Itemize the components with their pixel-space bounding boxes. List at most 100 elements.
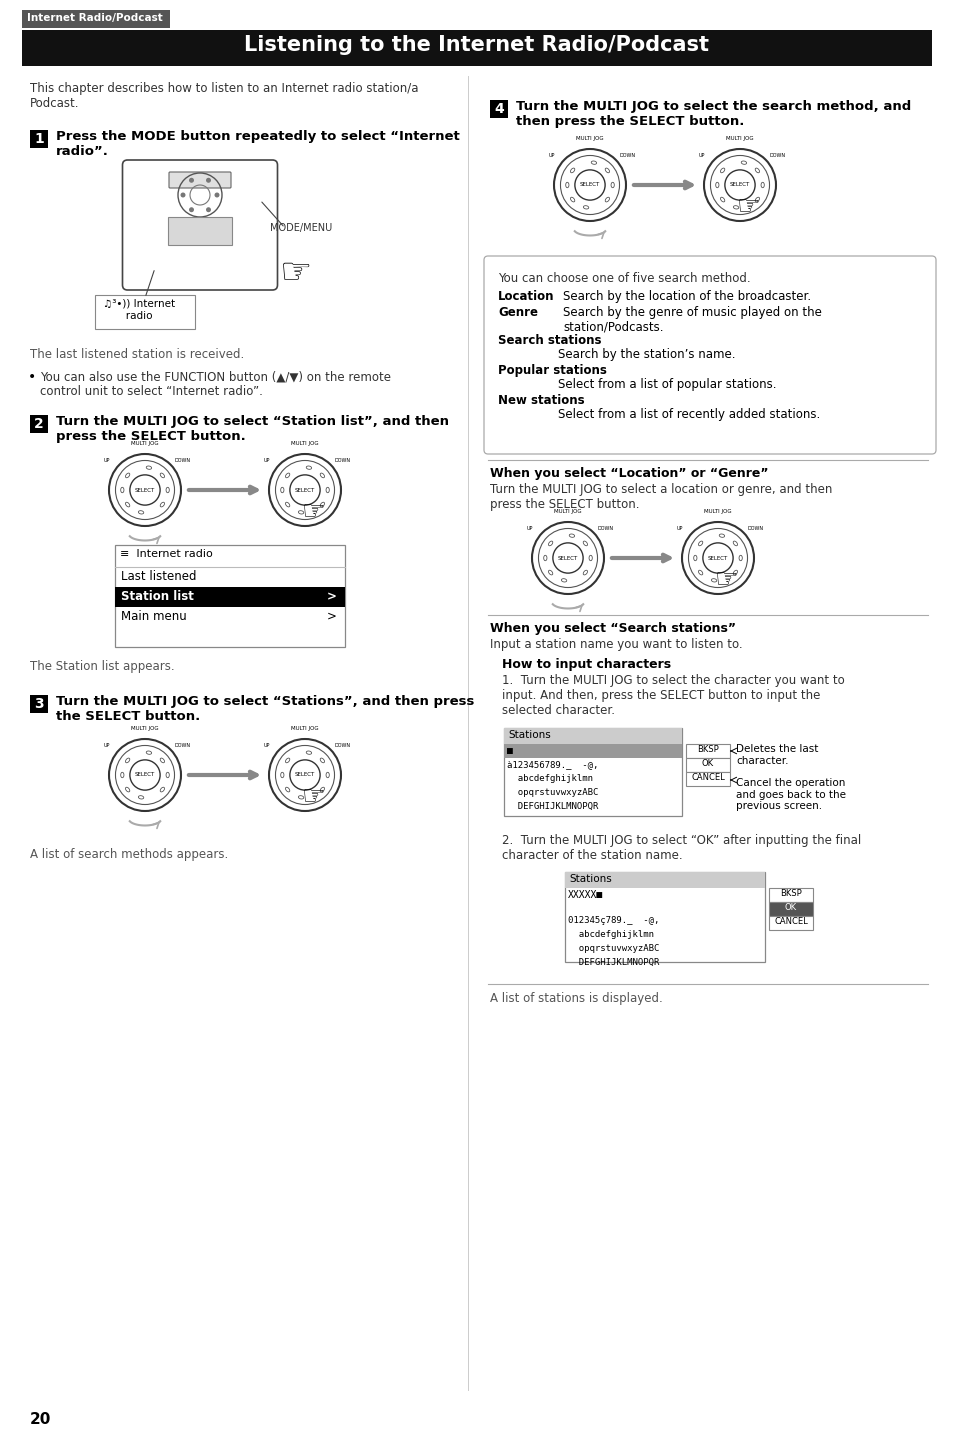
Bar — [685, 771, 729, 786]
Circle shape — [206, 177, 211, 183]
Text: opqrstuvwxyzABC: opqrstuvwxyzABC — [567, 944, 659, 953]
Text: 1.  Turn the MULTI JOG to select the character you want to
input. And then, pres: 1. Turn the MULTI JOG to select the char… — [501, 674, 843, 717]
Ellipse shape — [160, 758, 164, 763]
Text: XXXXX■: XXXXX■ — [567, 890, 602, 900]
Text: When you select “Location” or “Genre”: When you select “Location” or “Genre” — [490, 467, 768, 479]
Circle shape — [269, 738, 340, 811]
Bar — [115, 545, 345, 647]
Text: SELECT: SELECT — [294, 488, 314, 492]
Ellipse shape — [280, 773, 284, 777]
Ellipse shape — [146, 751, 152, 754]
Circle shape — [180, 193, 185, 197]
Text: MULTI JOG: MULTI JOG — [132, 726, 158, 731]
Text: New stations: New stations — [497, 394, 584, 406]
Text: UP: UP — [676, 527, 682, 531]
Circle shape — [681, 522, 753, 594]
Ellipse shape — [720, 167, 724, 173]
Bar — [30, 415, 48, 434]
Text: Search by the station’s name.: Search by the station’s name. — [558, 348, 735, 361]
Text: ≡  Internet radio: ≡ Internet radio — [120, 550, 213, 560]
Text: DOWN: DOWN — [174, 743, 191, 748]
FancyBboxPatch shape — [483, 256, 935, 454]
Text: abcdefghijklmn: abcdefghijklmn — [506, 774, 593, 783]
Bar — [115, 587, 345, 607]
Text: SELECT: SELECT — [294, 773, 314, 777]
Ellipse shape — [755, 167, 759, 173]
Text: Select from a list of popular stations.: Select from a list of popular stations. — [558, 378, 776, 391]
Text: When you select “Search stations”: When you select “Search stations” — [490, 622, 735, 635]
Bar — [168, 218, 232, 245]
Text: DOWN: DOWN — [619, 153, 636, 157]
Text: 012345ç789._  -@,: 012345ç789._ -@, — [567, 916, 659, 924]
Ellipse shape — [326, 488, 329, 492]
Ellipse shape — [733, 206, 738, 209]
Text: A list of stations is displayed.: A list of stations is displayed. — [490, 992, 662, 1005]
Ellipse shape — [166, 488, 169, 492]
Text: Turn the MULTI JOG to select the search method, and
then press the SELECT button: Turn the MULTI JOG to select the search … — [516, 100, 910, 127]
Text: Search by the genre of music played on the
station/Podcasts.: Search by the genre of music played on t… — [562, 306, 821, 333]
Text: SELECT: SELECT — [707, 555, 727, 561]
Text: DOWN: DOWN — [335, 458, 351, 464]
Text: You can also use the FUNCTION button (▲/▼) on the remote
control unit to select : You can also use the FUNCTION button (▲/… — [40, 371, 391, 398]
Text: UP: UP — [548, 153, 555, 157]
Ellipse shape — [160, 474, 164, 478]
Ellipse shape — [698, 541, 702, 545]
Text: UP: UP — [526, 527, 533, 531]
Ellipse shape — [611, 182, 614, 187]
Bar — [503, 728, 681, 816]
Ellipse shape — [720, 197, 724, 202]
Bar — [685, 744, 729, 758]
Text: Search by the location of the broadcaster.: Search by the location of the broadcaste… — [562, 290, 810, 303]
Ellipse shape — [121, 488, 124, 492]
Circle shape — [553, 542, 582, 574]
Bar — [22, 10, 170, 29]
Text: à123456789._  -@,: à123456789._ -@, — [506, 760, 598, 768]
Text: MULTI JOG: MULTI JOG — [132, 441, 158, 446]
Text: BKSP: BKSP — [697, 746, 719, 754]
Ellipse shape — [280, 488, 284, 492]
Circle shape — [554, 149, 625, 220]
Ellipse shape — [582, 571, 587, 575]
Ellipse shape — [285, 787, 290, 791]
Ellipse shape — [760, 182, 763, 187]
Text: 4: 4 — [494, 102, 503, 116]
Text: ☞: ☞ — [737, 195, 760, 220]
Text: DOWN: DOWN — [598, 527, 614, 531]
Text: CANCEL: CANCEL — [773, 917, 807, 926]
Text: 1: 1 — [34, 132, 44, 146]
Text: DOWN: DOWN — [769, 153, 785, 157]
Ellipse shape — [166, 773, 169, 777]
Text: OK: OK — [701, 758, 713, 768]
Text: Stations: Stations — [507, 730, 550, 740]
Text: BKSP: BKSP — [780, 889, 801, 899]
Text: SELECT: SELECT — [558, 555, 578, 561]
Circle shape — [269, 454, 340, 527]
Text: ♫³•)) Internet
       radio: ♫³•)) Internet radio — [103, 299, 175, 321]
Ellipse shape — [298, 796, 303, 798]
Circle shape — [130, 760, 160, 790]
Text: UP: UP — [104, 743, 111, 748]
Ellipse shape — [565, 182, 568, 187]
Text: DOWN: DOWN — [747, 527, 763, 531]
Ellipse shape — [285, 474, 290, 478]
Ellipse shape — [715, 182, 719, 187]
Ellipse shape — [320, 474, 324, 478]
Ellipse shape — [698, 571, 702, 575]
Text: MULTI JOG: MULTI JOG — [291, 441, 318, 446]
Text: Stations: Stations — [568, 874, 611, 884]
Ellipse shape — [693, 555, 697, 561]
Ellipse shape — [126, 787, 130, 791]
Bar — [564, 871, 764, 889]
Text: UP: UP — [264, 458, 270, 464]
Ellipse shape — [733, 571, 737, 575]
Circle shape — [724, 170, 755, 200]
Text: Select from a list of recently added stations.: Select from a list of recently added sta… — [558, 408, 820, 421]
Bar — [768, 916, 812, 930]
Circle shape — [575, 170, 604, 200]
Circle shape — [702, 542, 732, 574]
Ellipse shape — [588, 555, 592, 561]
Ellipse shape — [146, 467, 152, 469]
Ellipse shape — [285, 502, 290, 507]
Text: This chapter describes how to listen to an Internet radio station/a
Podcast.: This chapter describes how to listen to … — [30, 82, 418, 110]
Ellipse shape — [160, 787, 164, 791]
